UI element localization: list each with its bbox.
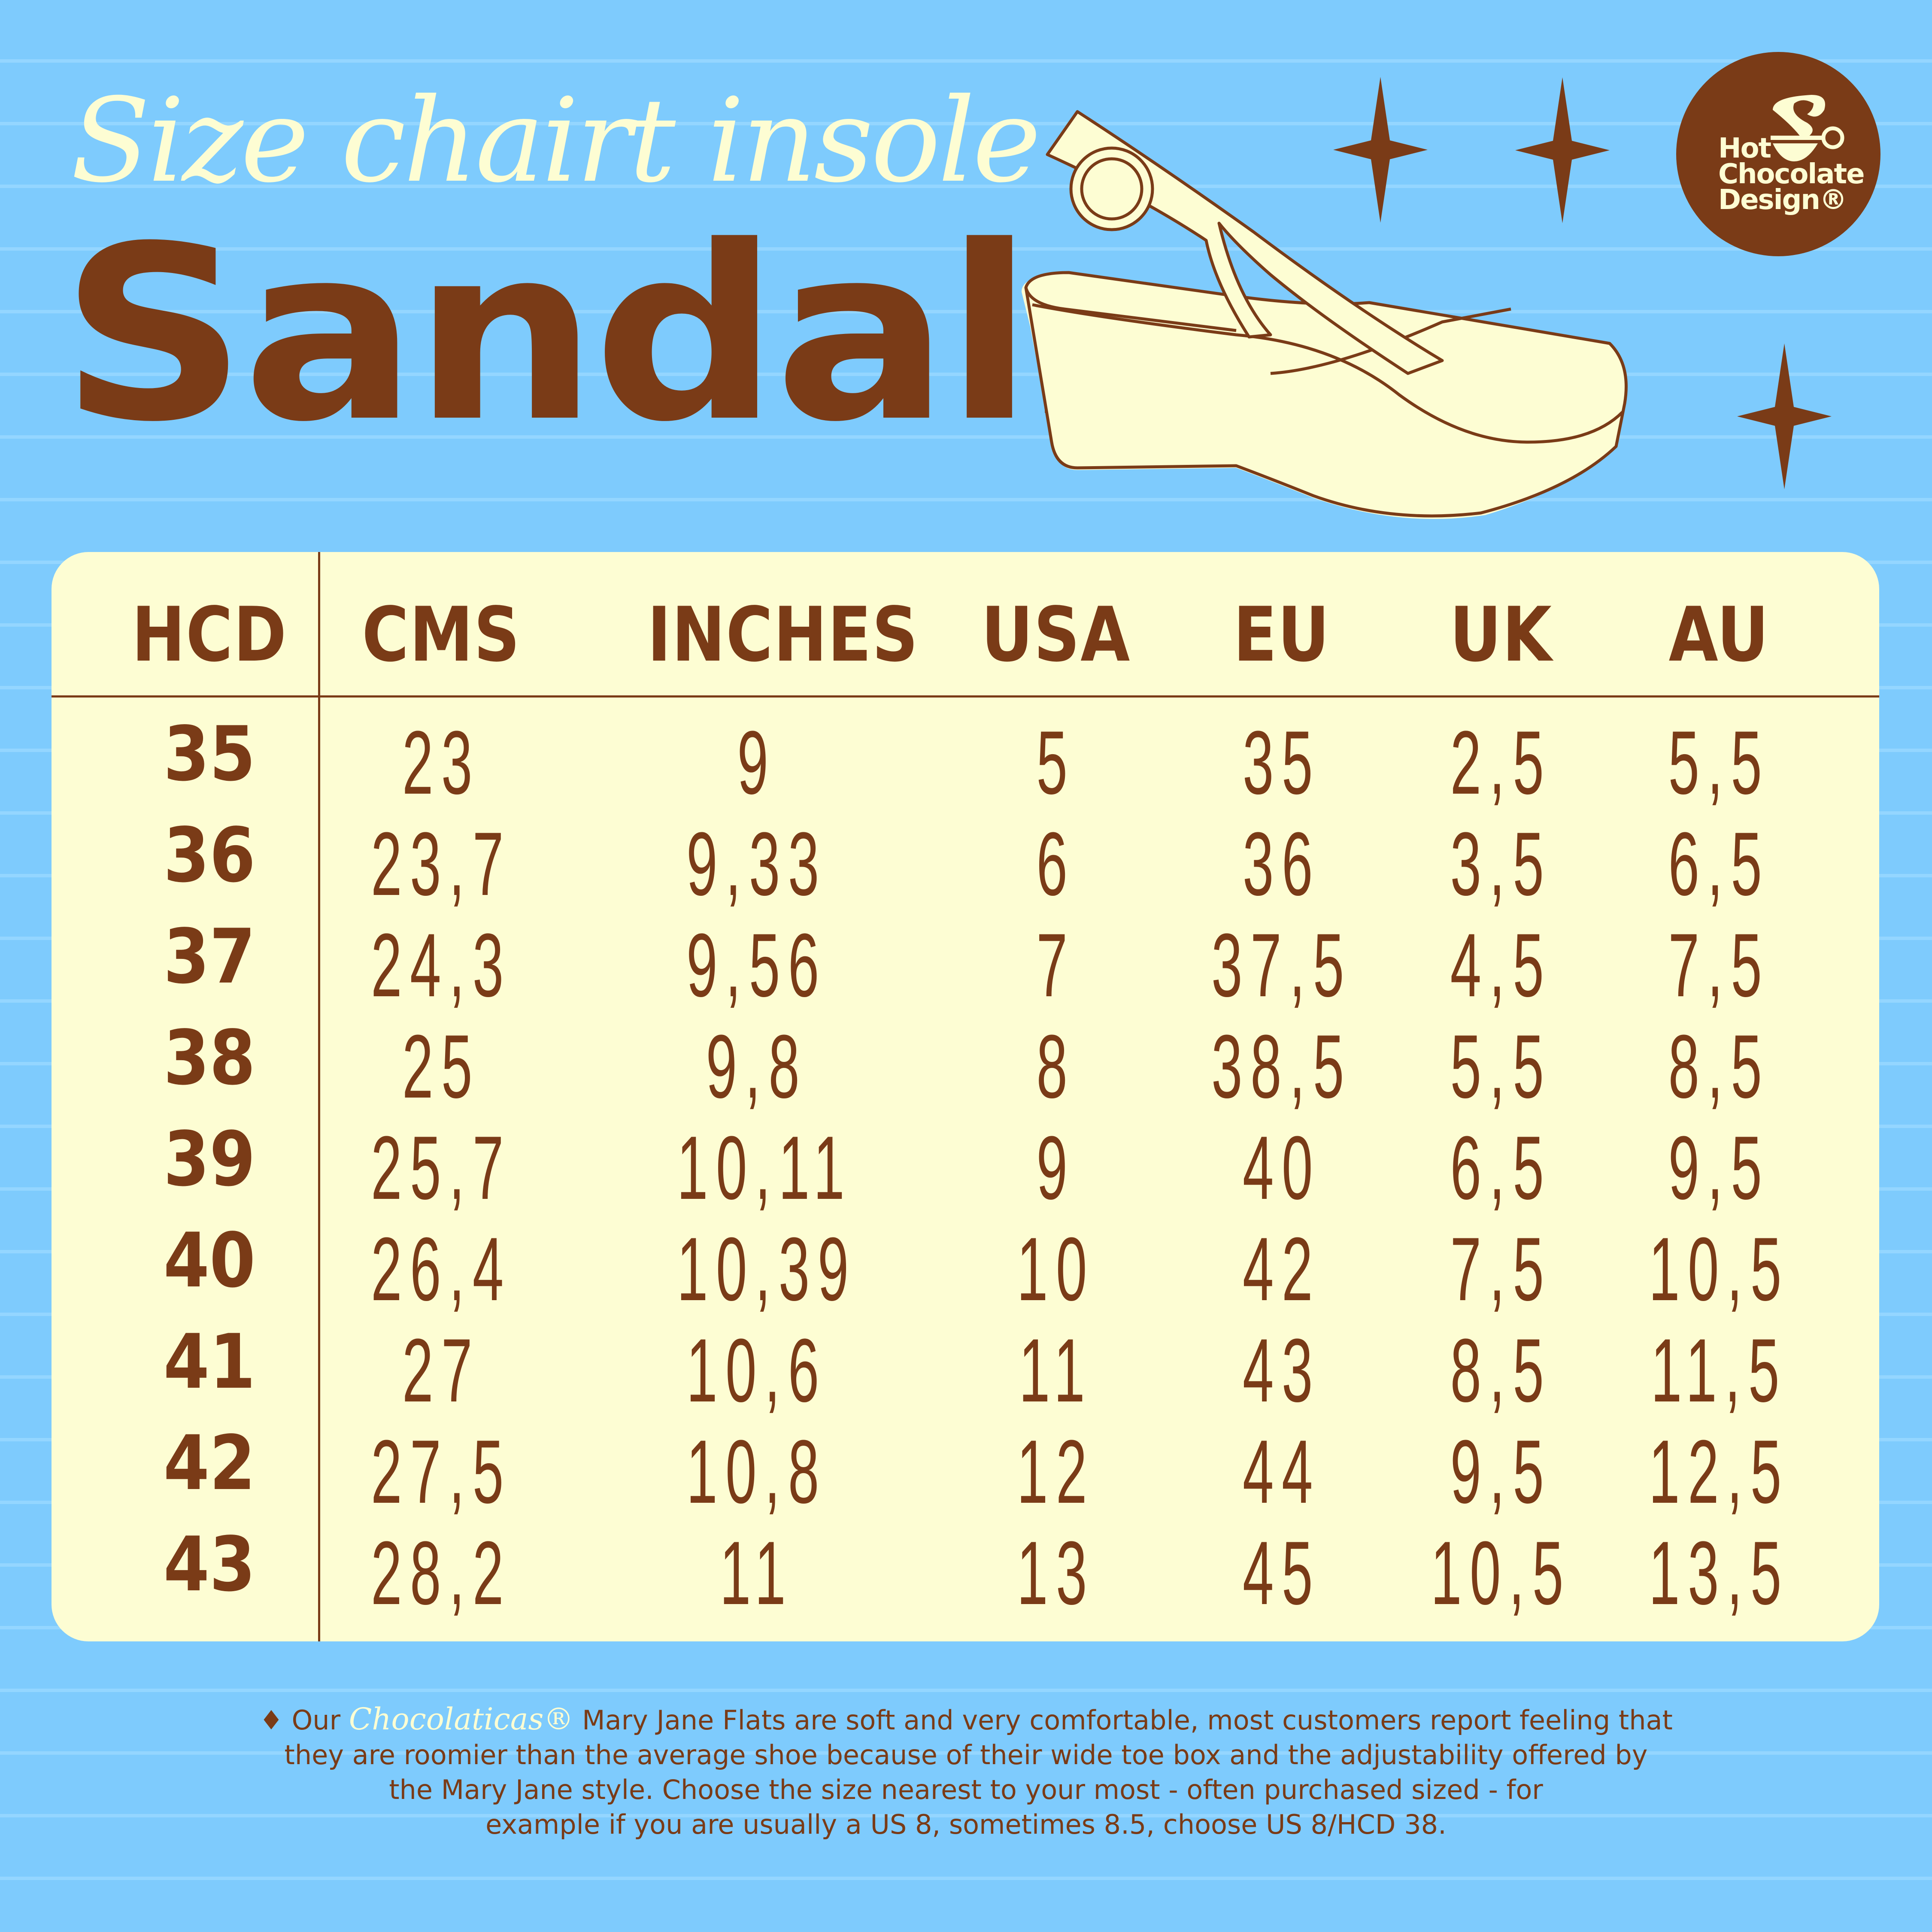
- cell-au: 5,5: [1668, 712, 1770, 813]
- star-icon: [1333, 77, 1428, 223]
- cell-hcd: 37: [163, 913, 256, 1001]
- cell-inches: 10,8: [686, 1421, 827, 1522]
- cell-usa: 13: [1016, 1523, 1095, 1623]
- cell-eu: 44: [1242, 1421, 1321, 1522]
- cell-cms: 23,7: [371, 813, 512, 914]
- cell-hcd: 43: [163, 1521, 256, 1608]
- cell-usa: 11: [1019, 1320, 1093, 1421]
- column-header-au: AU: [1668, 591, 1770, 679]
- column-header-cms: CMS: [362, 591, 521, 679]
- cell-inches: 9: [737, 712, 776, 813]
- cell-usa: 10: [1016, 1219, 1095, 1319]
- cell-cms: 27,5: [371, 1421, 512, 1522]
- cell-au: 6,5: [1668, 813, 1770, 914]
- footer-line-2: they are roomier than the average shoe b…: [284, 1739, 1648, 1771]
- column-header-hcd: HCD: [131, 591, 288, 679]
- cell-usa: 5: [1036, 712, 1076, 813]
- cell-uk: 4,5: [1450, 915, 1552, 1016]
- cup-logo-icon: [1771, 95, 1844, 161]
- cell-hcd: 42: [163, 1420, 256, 1507]
- cell-eu: 37,5: [1211, 915, 1352, 1016]
- logo-line-2: Chocolate: [1718, 158, 1865, 190]
- footer-note: ♦ Our Chocolaticas® Mary Jane Flats are …: [0, 1702, 1932, 1842]
- column-header-usa: USA: [981, 591, 1131, 679]
- footer-line-3: the Mary Jane style. Choose the size nea…: [389, 1774, 1543, 1805]
- cell-eu: 45: [1242, 1523, 1321, 1623]
- cell-usa: 7: [1036, 915, 1076, 1016]
- bullet-icon: ♦: [259, 1705, 283, 1736]
- cell-inches: 9,8: [706, 1016, 808, 1117]
- column-header-uk: UK: [1450, 591, 1553, 679]
- cell-uk: 10,5: [1431, 1523, 1571, 1623]
- cell-inches: 10,6: [686, 1320, 827, 1421]
- cell-inches: 9,33: [686, 813, 827, 914]
- cell-cms: 28,2: [371, 1523, 512, 1623]
- cell-usa: 12: [1016, 1421, 1095, 1522]
- cell-cms: 25,7: [371, 1117, 512, 1218]
- cell-eu: 35: [1242, 712, 1321, 813]
- cell-au: 8,5: [1668, 1016, 1770, 1117]
- cell-usa: 9: [1036, 1117, 1076, 1218]
- cell-cms: 27: [402, 1320, 481, 1421]
- cell-eu: 36: [1242, 813, 1321, 914]
- cell-eu: 38,5: [1211, 1016, 1352, 1117]
- cell-hcd: 36: [163, 812, 256, 899]
- footer-line-1: ♦ Our Chocolaticas® Mary Jane Flats are …: [0, 1702, 1932, 1738]
- column-header-eu: EU: [1233, 591, 1330, 679]
- header-divider: [52, 695, 1879, 698]
- chocolaticas-brand: Chocolaticas®: [349, 1701, 574, 1737]
- cell-hcd: 40: [163, 1217, 256, 1304]
- cell-uk: 7,5: [1450, 1219, 1552, 1319]
- cell-uk: 5,5: [1450, 1016, 1552, 1117]
- cell-cms: 25: [402, 1016, 481, 1117]
- column-divider: [318, 552, 320, 1641]
- star-icon: [1737, 343, 1832, 489]
- sandal-illustration: [1022, 110, 1628, 519]
- cell-uk: 3,5: [1450, 813, 1552, 914]
- cell-uk: 8,5: [1450, 1320, 1552, 1421]
- cell-au: 11,5: [1650, 1320, 1788, 1421]
- footer-line-1-text: Mary Jane Flats are soft and very comfor…: [582, 1705, 1673, 1736]
- cell-inches: 9,56: [686, 915, 827, 1016]
- cell-cms: 23: [402, 712, 481, 813]
- column-header-inches: INCHES: [647, 591, 919, 679]
- star-icon: [1515, 77, 1610, 223]
- cell-au: 9,5: [1668, 1117, 1770, 1218]
- cell-inches: 10,39: [677, 1219, 857, 1319]
- cell-au: 12,5: [1649, 1421, 1789, 1522]
- cell-eu: 43: [1242, 1320, 1321, 1421]
- footer-line-4: example if you are usually a US 8, somet…: [485, 1809, 1447, 1840]
- cell-usa: 6: [1036, 813, 1076, 914]
- footer-prefix: Our: [291, 1705, 341, 1736]
- cell-eu: 42: [1242, 1219, 1321, 1319]
- cell-uk: 9,5: [1450, 1421, 1552, 1522]
- cell-uk: 2,5: [1450, 712, 1552, 813]
- cell-hcd: 35: [163, 711, 256, 798]
- logo-line-1: Hot: [1718, 133, 1771, 164]
- page-title: Sandals: [60, 195, 1184, 475]
- cell-cms: 24,3: [371, 915, 512, 1016]
- cell-eu: 40: [1242, 1117, 1321, 1218]
- cell-au: 7,5: [1668, 915, 1770, 1016]
- cell-inches: 10,11: [677, 1117, 853, 1218]
- cell-uk: 6,5: [1450, 1117, 1552, 1218]
- hot-chocolate-design-logo: Hot Chocolate Design®: [1676, 52, 1880, 256]
- logo-line-3: Design®: [1718, 184, 1847, 216]
- cell-hcd: 38: [163, 1015, 256, 1102]
- size-chart-table: HCD CMS INCHES USA EU UK AU 35 23 9 5 35 2,5 5,5 36 23,…: [52, 552, 1879, 1641]
- cell-cms: 26,4: [371, 1219, 512, 1319]
- cell-hcd: 39: [163, 1116, 256, 1203]
- cell-au: 10,5: [1649, 1219, 1789, 1319]
- script-title: Size chairt insole: [71, 73, 1041, 208]
- cell-au: 13,5: [1649, 1523, 1789, 1623]
- cell-usa: 8: [1036, 1016, 1076, 1117]
- cell-inches: 11: [719, 1523, 794, 1623]
- cell-hcd: 41: [163, 1319, 256, 1406]
